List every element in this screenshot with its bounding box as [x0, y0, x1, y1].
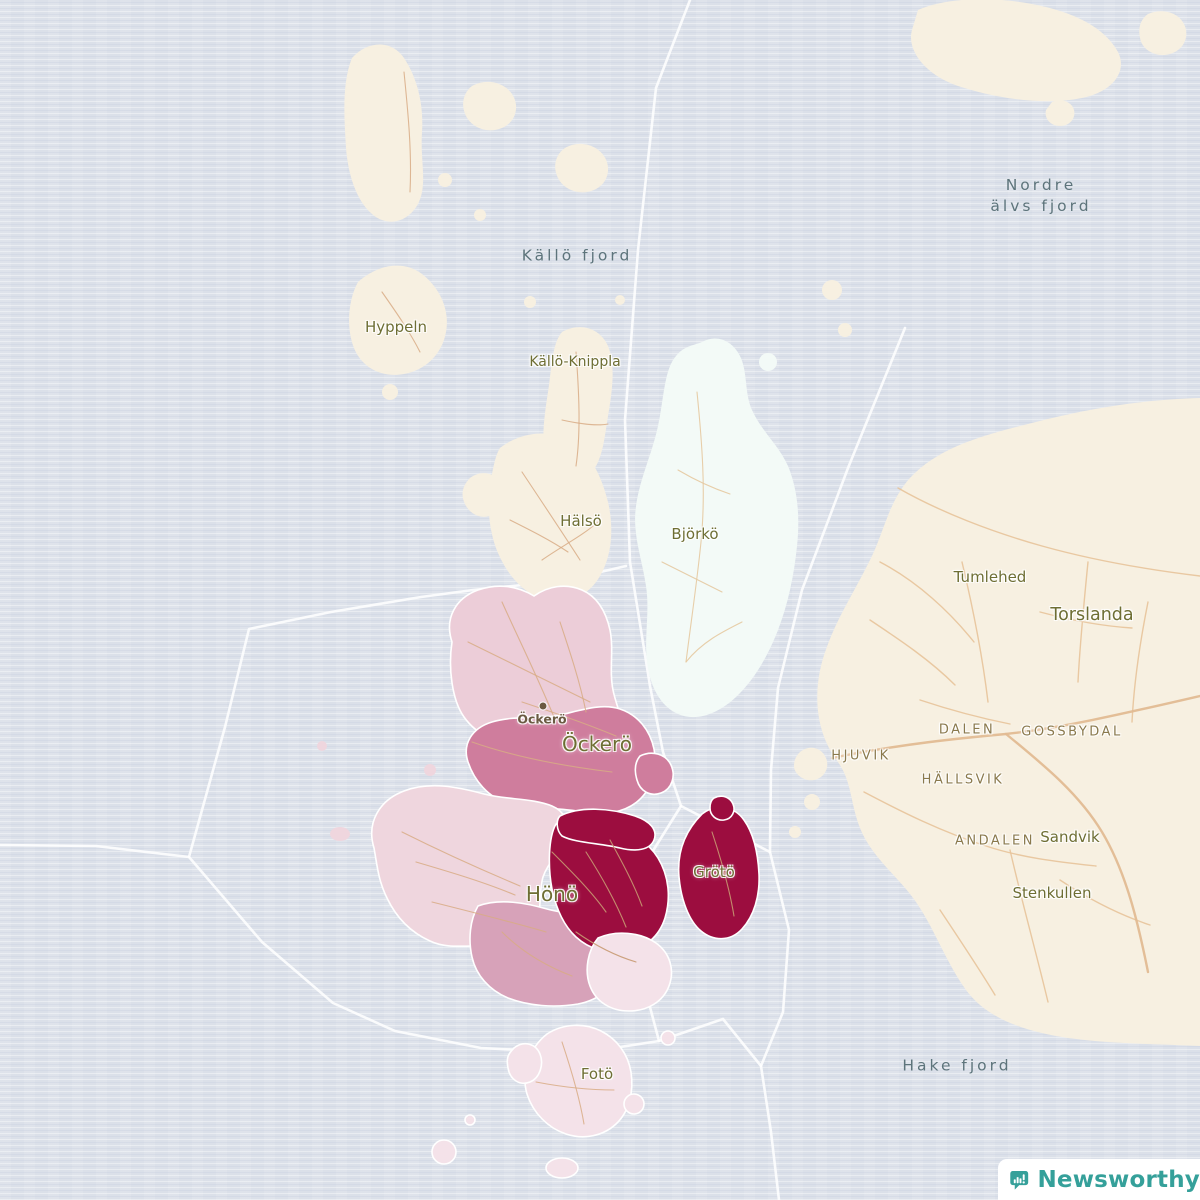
place-label-groto: Grötö [693, 863, 735, 881]
place-label-ockero: Öckerö [562, 732, 632, 756]
newsworthy-icon [1010, 1170, 1029, 1190]
area-label-hallsvik: HÄLLSVIK [921, 772, 1005, 788]
district-hono-southeast [586, 932, 673, 1012]
area-label-dalen: DALEN [938, 722, 996, 738]
district-hono-east-north-lobe [556, 808, 656, 851]
ockero-town-dot [538, 701, 548, 711]
place-label-sandvik: Sandvik [1040, 828, 1100, 846]
place-label-foto: Fotö [580, 1065, 614, 1083]
place-label-hono: Hönö [525, 882, 579, 906]
district-ockero-harbor-islet [634, 752, 674, 796]
place-label-kallo-knippla: Källö-Knippla [529, 354, 621, 370]
water-label-nordre-alvs-fjord: Nordre älvs fjord [990, 175, 1091, 217]
water-label-kallo-fjord: Källö fjord [521, 246, 633, 265]
district-bjorko [635, 338, 799, 718]
newsworthy-logo[interactable]: Newsworthy [998, 1159, 1200, 1200]
water-label-hake-fjord: Hake fjord [902, 1056, 1012, 1075]
place-label-tumlehed: Tumlehed [953, 568, 1027, 586]
place-label-bjorko: Björkö [671, 525, 719, 543]
area-label-andalen: ANDALEN [955, 833, 1035, 849]
main-roads [830, 694, 1200, 974]
area-label-gossbydal: GOSSBYDAL [1021, 724, 1123, 740]
west-skerries [317, 741, 436, 841]
water-label-line1: Nordre [1005, 176, 1077, 194]
mainland [789, 0, 1200, 1046]
dark-district-roads [551, 831, 735, 963]
place-label-hyppeln: Hyppeln [364, 318, 428, 336]
outer-islands [344, 44, 625, 647]
place-label-torslanda: Torslanda [1050, 605, 1134, 625]
newsworthy-brand-text: Newsworthy [1037, 1166, 1200, 1193]
area-label-hjuvik: HJUVIK [831, 748, 891, 764]
boundary-lines [0, 0, 907, 1200]
place-label-halso: Hälsö [560, 512, 602, 530]
mainland-roads [863, 487, 1200, 1003]
district-groto [677, 795, 760, 940]
island-roads [381, 71, 617, 1125]
town-label-ockero: Öckerö [517, 711, 567, 727]
water-label-line2: älvs fjord [990, 197, 1092, 215]
district-foto [431, 1024, 676, 1179]
place-label-stenkullen: Stenkullen [1012, 884, 1092, 902]
bjorko-roads [661, 391, 743, 663]
